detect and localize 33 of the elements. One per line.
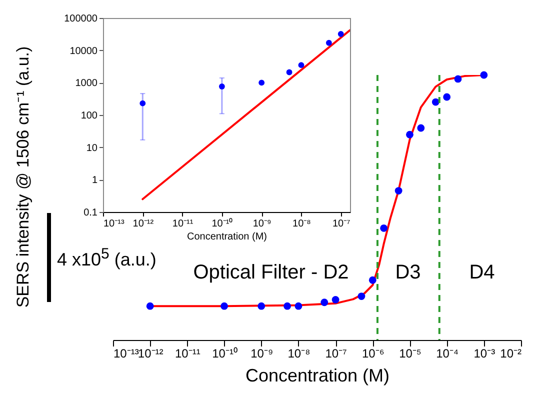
annotation: 4 x10$^{5}$ (a.u.): [57, 246, 156, 270]
x-tick-label: 10⁻¹¹: [175, 346, 200, 360]
y-tick-label: 0.1: [84, 208, 98, 218]
y-axis-title: SERS intensity @ 1506 cm⁻¹ (a.u.): [12, 46, 34, 308]
x-tick-label: 10⁻⁴: [436, 346, 459, 360]
x-tick-label: 10⁻¹³: [104, 218, 125, 230]
x-tick-label: 10⁻¹¹: [172, 218, 194, 230]
x-axis-title: Concentration (M): [245, 366, 390, 386]
x-tick-label: 10⁻⁶: [362, 346, 384, 360]
x-tick-label: 10⁻²: [500, 346, 522, 360]
x-tick-label: 10⁻⁸: [292, 218, 311, 230]
annotation: D3: [395, 262, 421, 284]
y-tick-label: 100: [80, 110, 98, 122]
x-tick-label: 10⁻⁸: [288, 346, 310, 360]
x-tick-label: 10⁻¹⁰: [212, 346, 238, 360]
y-tick-label: 100000: [64, 14, 98, 24]
x-axis-title: Concentration (M): [186, 232, 268, 242]
annotation: D4: [469, 262, 495, 284]
y-tick-label: 10: [86, 142, 98, 154]
x-tick-label: 10⁻⁷: [325, 346, 347, 360]
x-tick-label: 10⁻¹⁰: [212, 218, 234, 230]
x-tick-label: 10⁻⁹: [252, 218, 272, 230]
x-tick-label: 10⁻⁹: [250, 346, 274, 360]
y-tick-label: 10000: [70, 46, 98, 57]
y-tick-label: 1000: [75, 78, 98, 90]
y-tick-label: 1: [92, 175, 98, 186]
x-tick-label: 10⁻⁷: [332, 218, 351, 230]
x-tick-label: 10⁻³: [474, 346, 496, 360]
x-tick-label: 10⁻⁵: [399, 346, 422, 360]
x-tick-label: 10⁻¹²: [132, 218, 154, 230]
annotation: Optical Filter - D2: [193, 262, 349, 284]
x-tick-label: 10⁻¹²: [138, 346, 164, 360]
x-tick-label: 10⁻¹³: [114, 346, 139, 360]
